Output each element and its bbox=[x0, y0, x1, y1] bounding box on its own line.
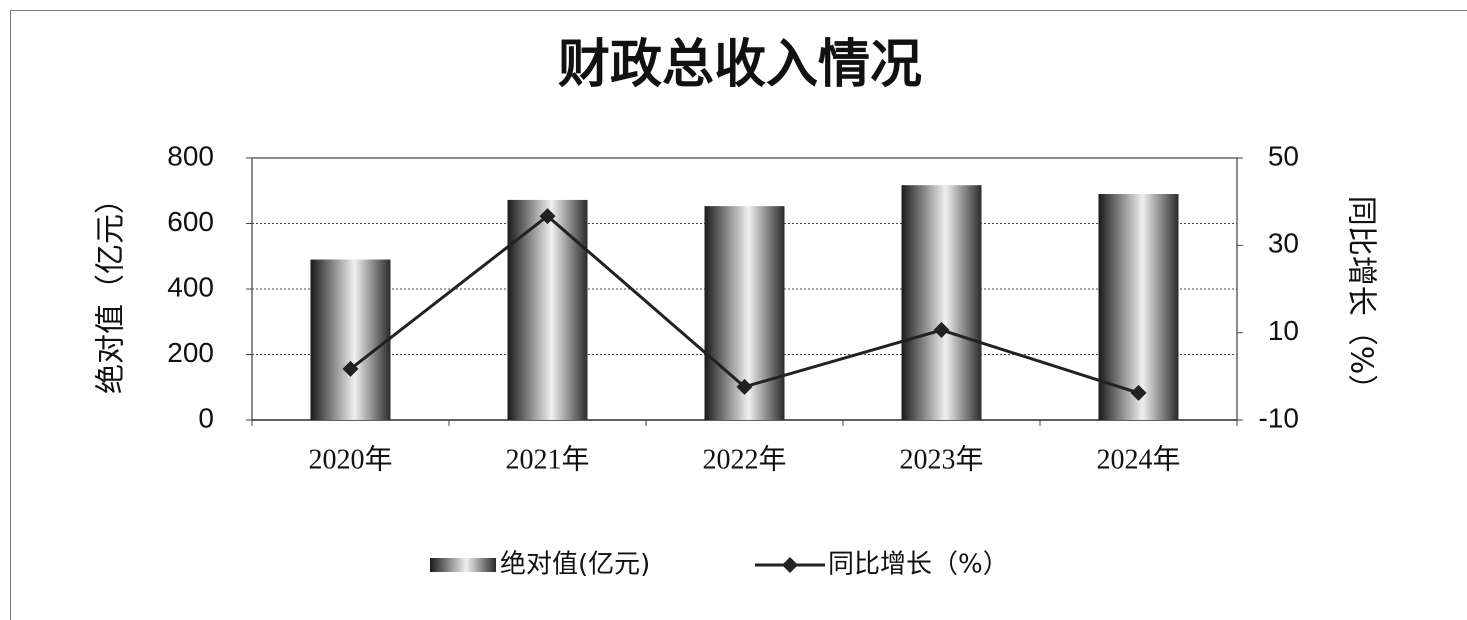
x-tick-label: 2022年 bbox=[702, 443, 786, 475]
point bbox=[1130, 384, 1147, 401]
bar bbox=[310, 259, 391, 420]
legend-label: 绝对值(亿元) bbox=[500, 550, 650, 580]
y2-axis-label: 同比增长（%） bbox=[1344, 196, 1379, 405]
y-tick-label: 400 bbox=[167, 271, 214, 302]
y2-tick-label: -10 bbox=[1259, 402, 1299, 433]
point bbox=[933, 322, 950, 339]
x-tick-label: 2023年 bbox=[899, 443, 983, 475]
x-tick-label: 2021年 bbox=[505, 443, 589, 475]
x-tick-label: 2024年 bbox=[1096, 443, 1180, 475]
y-axis-label: 绝对值（亿元） bbox=[94, 184, 129, 394]
y2-tick-label: 10 bbox=[1268, 315, 1299, 346]
frame bbox=[10, 10, 1467, 620]
bar bbox=[901, 185, 982, 420]
chart-title: 财政总收入情况 bbox=[558, 35, 922, 95]
legend-label: 同比增长（%） bbox=[828, 550, 1009, 580]
point bbox=[539, 208, 556, 225]
y-tick-label: 0 bbox=[198, 402, 214, 433]
legend-marker bbox=[782, 557, 798, 573]
bar bbox=[1098, 194, 1179, 420]
bar bbox=[507, 199, 588, 420]
point bbox=[342, 360, 359, 377]
point bbox=[736, 378, 753, 395]
y-tick-label: 800 bbox=[167, 140, 214, 171]
y2-tick-label: 30 bbox=[1268, 228, 1299, 259]
y2-tick-label: 50 bbox=[1268, 140, 1299, 171]
y-tick-label: 600 bbox=[167, 206, 214, 237]
y-tick-label: 200 bbox=[167, 337, 214, 368]
x-tick-label: 2020年 bbox=[308, 443, 392, 475]
legend-swatch bbox=[430, 558, 496, 572]
